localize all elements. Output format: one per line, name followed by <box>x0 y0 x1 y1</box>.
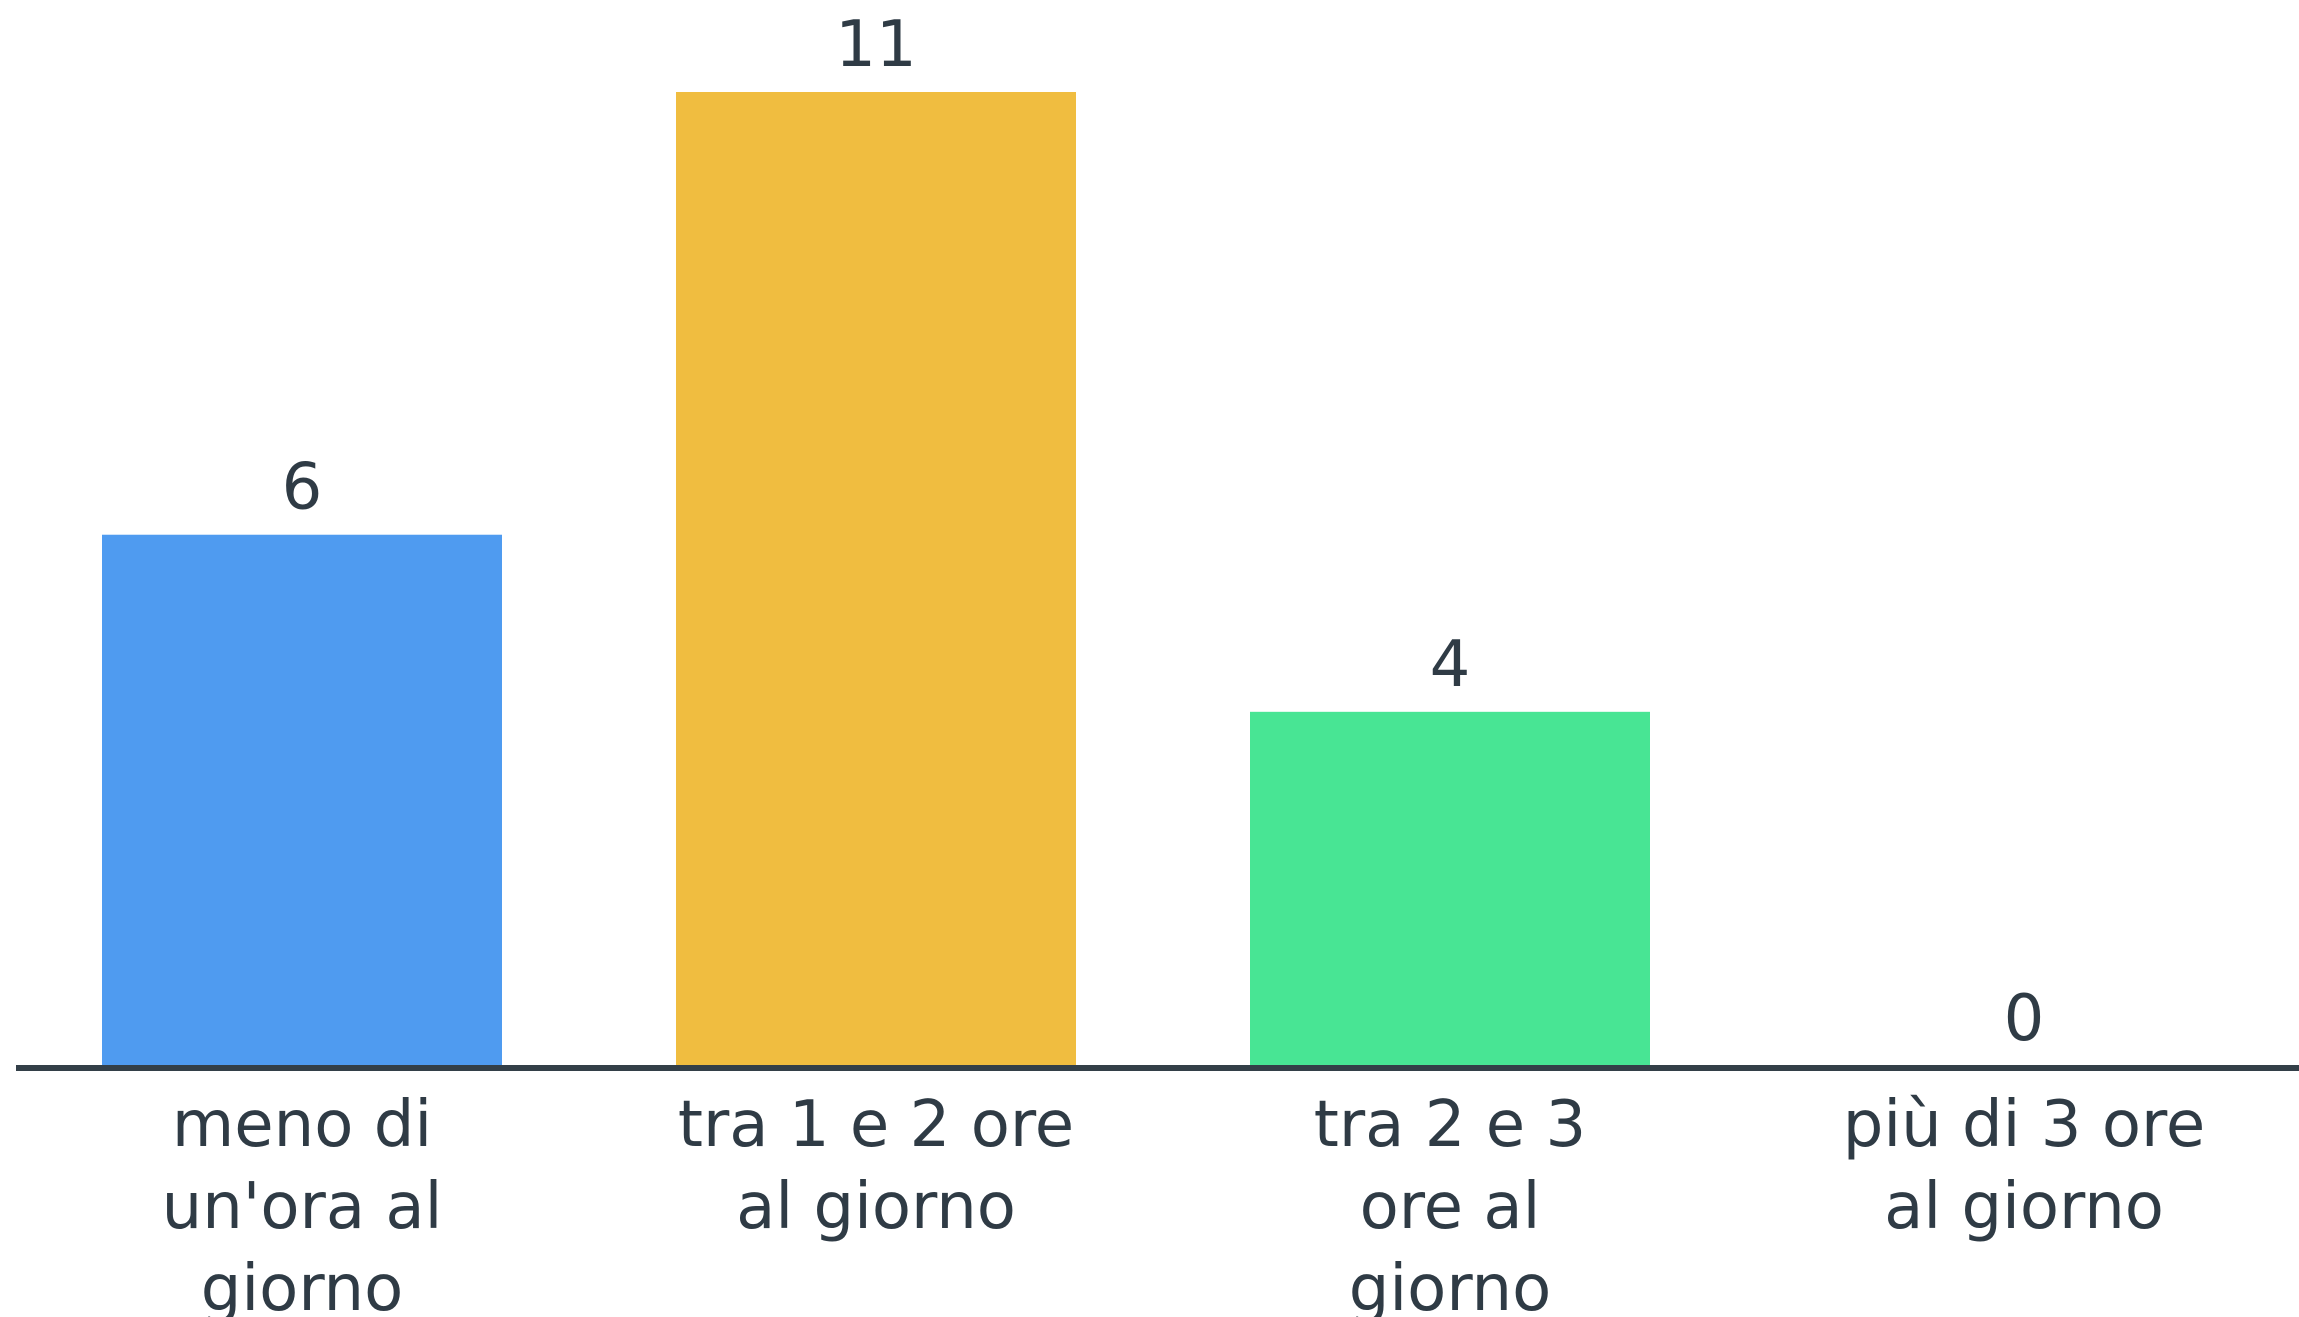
category-label-3: tra 2 e 3 ore al giorno <box>1314 1088 1586 1317</box>
category-label-line: giorno <box>1349 1252 1551 1317</box>
category-label-line: al giorno <box>736 1170 1016 1244</box>
category-label-line: meno di <box>172 1088 432 1162</box>
category-label-line: un'ora al <box>162 1170 443 1244</box>
category-label-line: tra 2 e 3 <box>1314 1088 1586 1162</box>
bar-value-label-2: 11 <box>835 8 916 82</box>
bar-2 <box>676 92 1076 1066</box>
category-label-line: giorno <box>201 1252 403 1317</box>
category-label-2: tra 1 e 2 ore al giorno <box>678 1088 1074 1244</box>
category-label-line: ore al <box>1360 1170 1541 1244</box>
category-label-line: al giorno <box>1884 1170 2164 1244</box>
category-label-line: più di 3 ore <box>1843 1088 2206 1162</box>
category-label-4: più di 3 ore al giorno <box>1843 1088 2206 1244</box>
value-labels-layer: 6 11 4 0 <box>282 8 2045 1056</box>
bar-1 <box>102 534 502 1066</box>
bar-3 <box>1250 711 1650 1066</box>
bar-value-label-4: 0 <box>2004 982 2045 1056</box>
category-label-1: meno di un'ora al giorno <box>162 1088 443 1317</box>
bar-value-label-1: 6 <box>282 451 323 525</box>
bar-value-label-3: 4 <box>1430 628 1471 702</box>
bars-layer <box>102 92 1650 1066</box>
category-label-line: tra 1 e 2 ore <box>678 1088 1074 1162</box>
category-labels-layer: meno di un'ora al giorno tra 1 e 2 ore al gi… <box>162 1088 2206 1317</box>
